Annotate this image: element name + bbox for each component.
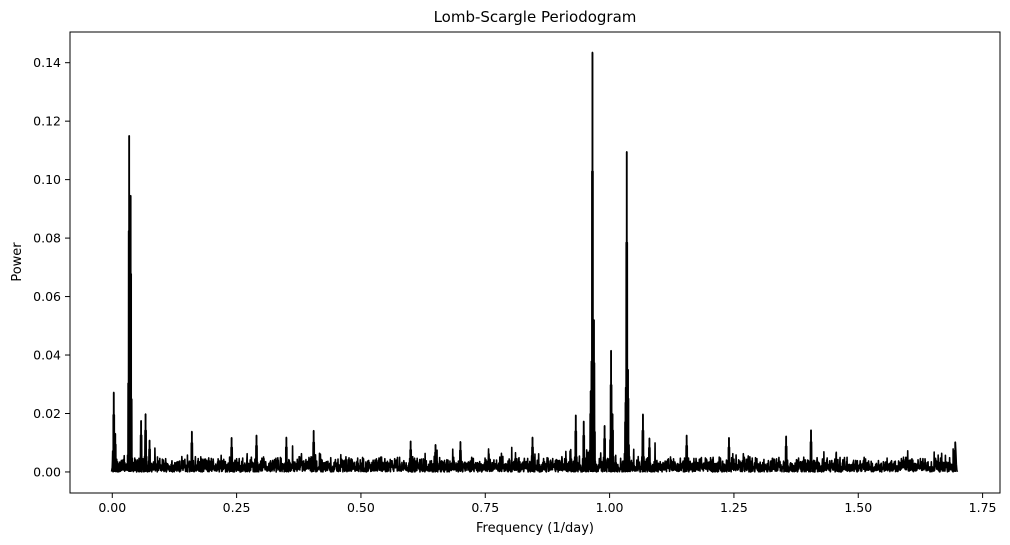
x-tick-label: 1.75 [969, 500, 997, 515]
x-axis-label: Frequency (1/day) [476, 521, 594, 536]
axes-layer: 0.00 0.25 0.50 0.75 1.00 1.25 1.50 1.75 0.00 0.02… [33, 55, 996, 515]
y-tick-label: 0.08 [33, 231, 61, 246]
power-spectrum-line [110, 51, 959, 473]
x-tick-label: 1.25 [720, 500, 748, 515]
y-tick-label: 0.10 [33, 172, 61, 187]
y-tick-label: 0.12 [33, 114, 61, 129]
y-tick-label: 0.14 [33, 55, 61, 70]
chart-title: Lomb-Scargle Periodogram [434, 8, 637, 26]
plot-layer [110, 51, 959, 473]
x-tick-label: 1.50 [844, 500, 872, 515]
y-tick-label: 0.00 [33, 464, 61, 479]
x-tick-label: 0.00 [98, 500, 126, 515]
y-axis-label: Power [10, 242, 25, 282]
y-tick-label: 0.04 [33, 348, 61, 363]
x-tick-label: 0.75 [471, 500, 499, 515]
x-tick-label: 0.25 [223, 500, 251, 515]
y-tick-label: 0.06 [33, 289, 61, 304]
y-tick-label: 0.02 [33, 406, 61, 421]
x-tick-label: 1.00 [596, 500, 624, 515]
x-tick-label: 0.50 [347, 500, 375, 515]
plot-frame [69, 31, 1001, 494]
